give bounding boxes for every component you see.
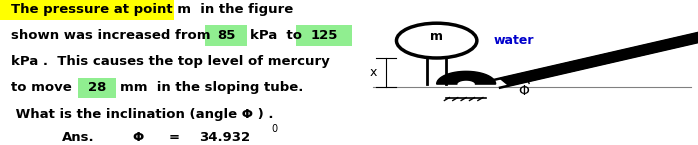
Polygon shape (581, 59, 594, 67)
Text: kPa  to: kPa to (251, 29, 302, 42)
Polygon shape (604, 54, 617, 62)
Polygon shape (632, 47, 644, 55)
Polygon shape (539, 69, 551, 77)
Text: shown was increased from: shown was increased from (11, 29, 210, 42)
Text: mm  in the sloping tube.: mm in the sloping tube. (120, 81, 303, 94)
Polygon shape (697, 32, 698, 40)
Bar (205, 25, 247, 46)
Polygon shape (623, 49, 637, 57)
Text: water: water (493, 34, 534, 47)
Polygon shape (620, 50, 632, 58)
Polygon shape (593, 56, 605, 64)
Polygon shape (535, 70, 547, 78)
Polygon shape (504, 77, 517, 85)
Text: 0: 0 (271, 124, 277, 134)
Polygon shape (577, 60, 590, 68)
Polygon shape (658, 41, 671, 49)
Polygon shape (651, 43, 663, 51)
Text: The pressure at point m  in the figure: The pressure at point m in the figure (11, 3, 293, 16)
Polygon shape (547, 67, 559, 75)
Polygon shape (670, 38, 683, 47)
Polygon shape (589, 57, 602, 65)
Polygon shape (531, 70, 544, 79)
Text: 28: 28 (88, 81, 106, 94)
Polygon shape (639, 46, 652, 54)
Text: 125: 125 (311, 29, 338, 42)
Polygon shape (681, 36, 695, 44)
Polygon shape (643, 45, 655, 53)
Polygon shape (508, 76, 521, 84)
Bar (0, 0, 174, 20)
Text: What is the inclination (angle Φ ) .: What is the inclination (angle Φ ) . (11, 108, 274, 121)
Polygon shape (512, 75, 524, 83)
Polygon shape (437, 71, 496, 84)
Polygon shape (519, 73, 532, 81)
Polygon shape (612, 52, 625, 60)
Text: Φ: Φ (133, 130, 144, 144)
Polygon shape (635, 47, 648, 55)
Polygon shape (616, 51, 629, 59)
Text: 85: 85 (217, 29, 235, 42)
Polygon shape (562, 63, 574, 71)
Polygon shape (690, 34, 698, 42)
Polygon shape (674, 38, 687, 46)
Polygon shape (628, 48, 640, 56)
Polygon shape (542, 68, 555, 76)
Text: Φ: Φ (519, 84, 530, 98)
Polygon shape (647, 44, 660, 52)
Polygon shape (678, 37, 690, 45)
Polygon shape (558, 64, 571, 72)
Polygon shape (500, 78, 513, 86)
Polygon shape (693, 33, 698, 41)
Polygon shape (524, 72, 536, 80)
Polygon shape (570, 62, 582, 70)
Text: =: = (169, 130, 179, 144)
Polygon shape (585, 58, 597, 66)
Text: kPa .  This causes the top level of mercury: kPa . This causes the top level of mercu… (11, 55, 329, 68)
Polygon shape (662, 40, 675, 48)
Polygon shape (666, 39, 678, 47)
Text: to move: to move (11, 81, 72, 94)
Polygon shape (566, 62, 579, 70)
Polygon shape (655, 42, 667, 50)
Text: Ans.: Ans. (61, 130, 94, 144)
Polygon shape (574, 61, 586, 69)
Text: x: x (369, 66, 377, 79)
Bar (78, 78, 116, 98)
Bar (296, 25, 352, 46)
Polygon shape (600, 55, 613, 62)
Polygon shape (550, 66, 563, 74)
Polygon shape (608, 53, 621, 61)
Polygon shape (516, 74, 528, 82)
Polygon shape (554, 65, 567, 73)
Polygon shape (527, 71, 540, 79)
Text: 34.932: 34.932 (200, 130, 251, 144)
Polygon shape (685, 35, 698, 43)
Text: m: m (430, 30, 443, 43)
Polygon shape (597, 55, 609, 63)
